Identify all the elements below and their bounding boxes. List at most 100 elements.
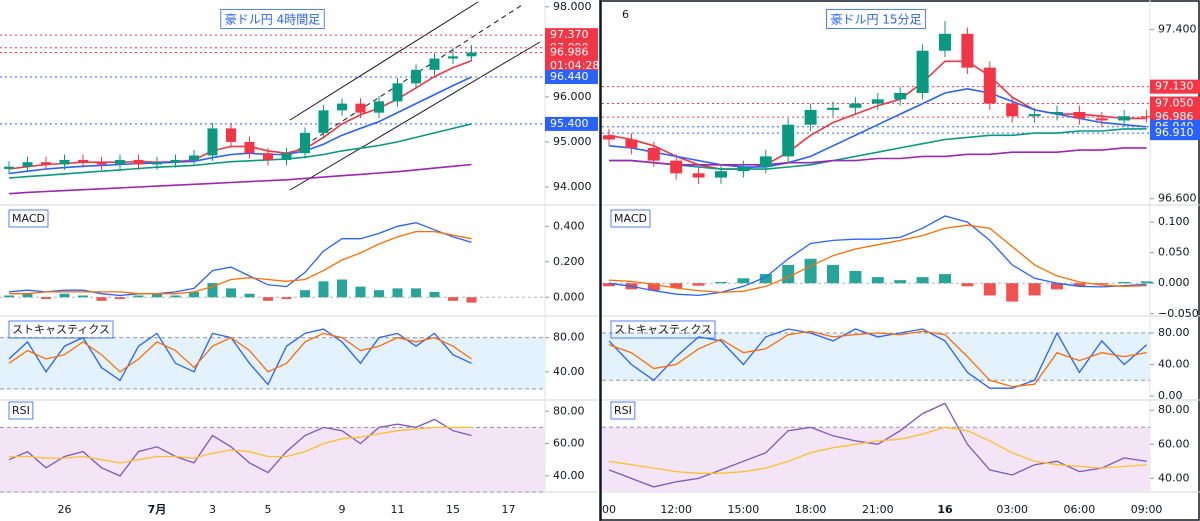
y-tick-label: 40.00: [1158, 471, 1190, 484]
histogram-bar: [115, 297, 125, 300]
chart-title: 豪ドル円 15分足: [830, 12, 921, 27]
histogram-bar: [715, 282, 727, 284]
pane-label: MACD: [614, 212, 647, 225]
pane-label-box: [610, 209, 651, 228]
histogram-bar: [1073, 283, 1086, 287]
histogram-bar: [939, 274, 951, 284]
histogram-bar: [189, 291, 199, 298]
oscillator-band: [602, 427, 1150, 492]
pane-label: MACD: [12, 212, 45, 225]
candle-body: [22, 162, 33, 167]
chart-title-box: [220, 9, 325, 29]
price-tag: [1150, 96, 1200, 111]
histogram-bar: [300, 290, 310, 298]
candle-body: [692, 173, 705, 178]
x-tick-label: 00: [602, 503, 616, 516]
histogram-bar: [670, 283, 683, 289]
x-tick-label: 16: [937, 503, 953, 516]
histogram-bar: [894, 280, 907, 284]
candle-body: [1140, 116, 1153, 118]
histogram-bar: [226, 288, 236, 298]
candle-body: [737, 166, 750, 172]
y-tick-label: 0.050: [1158, 246, 1190, 259]
y-tick-label: 60.00: [553, 437, 585, 450]
histogram-bar: [78, 295, 88, 298]
histogram-bar: [133, 295, 144, 298]
indicator-line: [8, 332, 472, 373]
y-tick-label: 0.00: [1158, 389, 1183, 402]
pane-label: RSI: [12, 404, 30, 417]
candle-body: [466, 52, 477, 57]
candle-body: [207, 128, 218, 156]
y-tick-label: 0.100: [1158, 215, 1190, 228]
candle-body: [983, 67, 996, 104]
histogram-bar: [411, 288, 421, 298]
candle-body: [670, 160, 683, 174]
y-tick-label: 40.00: [553, 365, 585, 378]
active-chart-border: [600, 0, 1200, 521]
x-tick-label: 5: [265, 503, 272, 516]
histogram-bar: [1028, 283, 1041, 296]
candle-body: [871, 99, 884, 104]
histogram-bar: [782, 264, 795, 284]
y-tick-label: 80.00: [553, 331, 585, 344]
candle-body: [916, 50, 929, 93]
indicator-line: [8, 328, 472, 386]
histogram-bar: [983, 283, 996, 296]
candle-body: [804, 109, 817, 125]
countdown: 01:04:28: [550, 59, 599, 72]
histogram-bar: [355, 286, 366, 298]
candle-body: [1051, 112, 1063, 115]
candle-body: [782, 124, 795, 157]
indicator-line: [608, 215, 1147, 297]
x-tick-label: 21:00: [862, 503, 894, 516]
price-tag-label: 97.130: [1155, 80, 1194, 93]
x-tick-label: 03:00: [996, 503, 1028, 516]
x-tick-label: 11: [391, 503, 405, 516]
candle-body: [894, 92, 907, 100]
price-tag: [545, 70, 598, 85]
histogram-bar: [263, 297, 273, 301]
chart-title: 豪ドル円 4時間足: [225, 12, 320, 27]
x-tick-label: 17: [502, 503, 516, 516]
y-tick-label: 96.600: [1158, 192, 1197, 205]
candle-body: [759, 156, 772, 167]
candle-body: [715, 171, 727, 178]
candle-body: [1118, 116, 1131, 121]
histogram-bar: [647, 283, 660, 291]
candle-body: [41, 162, 51, 165]
histogram-bar: [849, 271, 862, 284]
price-tag: [1150, 126, 1200, 141]
histogram-bar: [871, 277, 884, 284]
indicator-line: [608, 224, 1147, 294]
candle-body: [1006, 103, 1019, 117]
y-tick-label: 0.400: [553, 219, 585, 232]
candle-body: [827, 107, 839, 110]
histogram-bar: [1118, 282, 1131, 284]
oscillator-band: [0, 427, 545, 492]
candle-body: [647, 147, 660, 161]
histogram-bar: [170, 295, 181, 298]
candle-body: [78, 159, 88, 163]
pane-label: ストキャスティクス: [12, 323, 110, 336]
interval-badge: 6: [622, 8, 629, 21]
y-tick-label: 96.000: [553, 90, 592, 103]
histogram-bar: [804, 258, 817, 284]
trend-line: [289, 41, 541, 191]
candle-body: [300, 132, 310, 154]
histogram-bar: [1095, 283, 1108, 285]
y-tick-label: 0.000: [553, 290, 585, 303]
price-tag-label: 95.400: [550, 117, 589, 130]
candle-body: [133, 159, 144, 165]
candle-body: [4, 166, 14, 169]
candle-body: [429, 58, 440, 70]
histogram-bar: [1051, 283, 1063, 290]
histogram-bar: [692, 283, 705, 286]
candle-body: [189, 155, 199, 160]
histogram-bar: [1006, 283, 1019, 302]
trend-lines: [289, 1, 541, 191]
candle-body: [263, 153, 273, 160]
indicator-line: [9, 230, 472, 295]
x-tick-label: 12:00: [660, 503, 692, 516]
y-tick-label: 0.000: [1158, 276, 1190, 289]
